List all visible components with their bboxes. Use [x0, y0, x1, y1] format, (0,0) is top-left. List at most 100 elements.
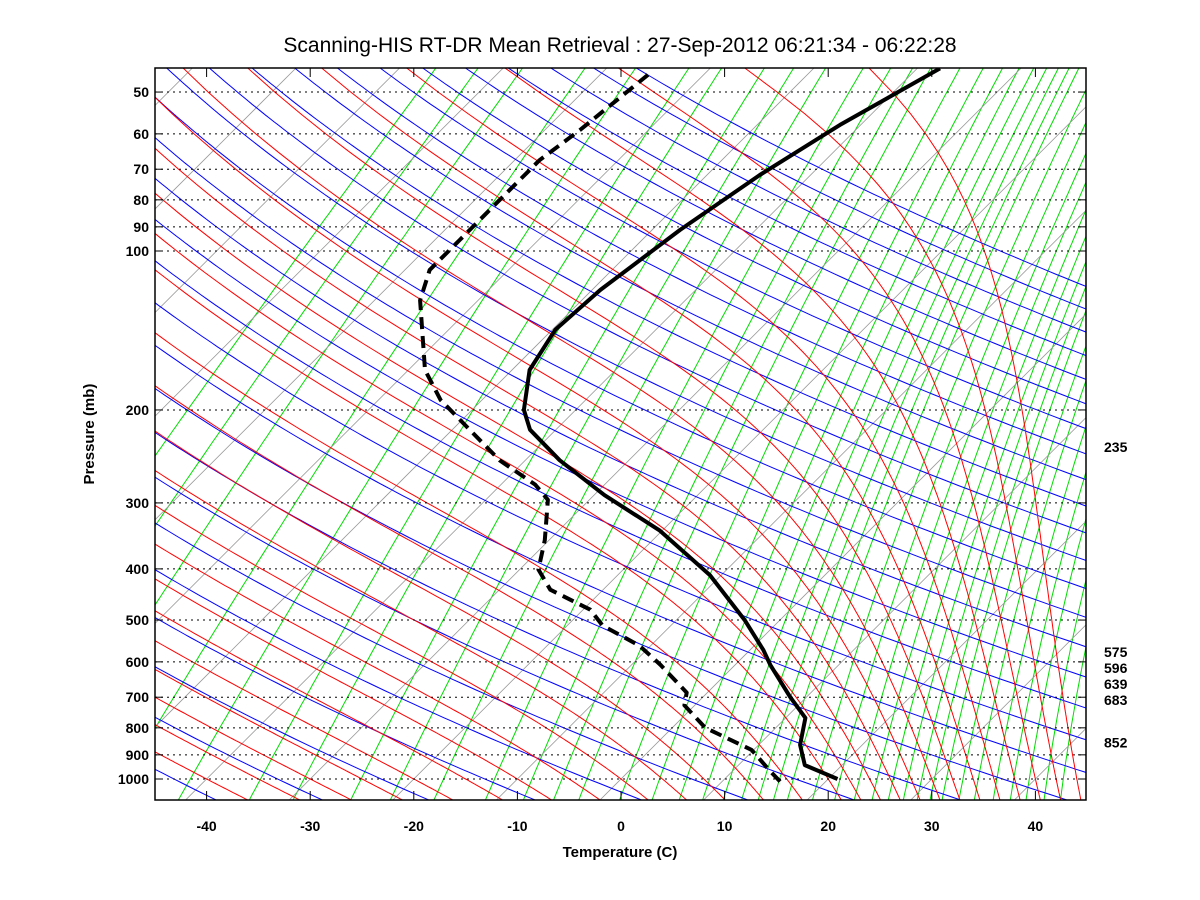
isotherm-line: [155, 68, 815, 728]
moist-adiabat-line: [155, 723, 301, 800]
dry-adiabat-line: [155, 136, 1086, 618]
isotherm-line: [392, 106, 1086, 800]
right-pressure-label: 235: [1104, 439, 1128, 455]
mixing-ratio-line: [887, 208, 1086, 800]
isotherm-line: [185, 68, 919, 800]
mixing-ratio-line: [155, 68, 524, 606]
mixing-ratio-line: [916, 260, 1086, 800]
moist-adiabat-line: [155, 96, 921, 800]
dry-adiabat-line: [507, 68, 1086, 357]
profile-series: [418, 68, 941, 783]
x-tick-label: 40: [1028, 818, 1044, 834]
x-tick-label: -40: [196, 818, 216, 834]
dry-adiabat-line: [155, 177, 1086, 648]
dry-adiabat-line: [464, 68, 1086, 380]
mixing-ratio-line: [1009, 470, 1086, 800]
y-axis-label: Pressure (mb): [81, 384, 98, 485]
mixing-ratio-line: [553, 68, 914, 800]
dry-adiabat-line: [421, 68, 1086, 405]
y-tick-label: 80: [133, 192, 149, 208]
dry-adiabat-line: [592, 68, 1086, 310]
dry-adiabat-line: [165, 68, 1086, 561]
dry-adiabat-line: [549, 68, 1086, 333]
mixing-ratio-line: [853, 152, 1086, 800]
moist-adiabat-line: [155, 578, 553, 800]
mixing-ratio-line: [248, 68, 690, 800]
dry-adiabat-line: [336, 68, 1086, 455]
y-tick-label: 70: [133, 161, 149, 177]
isotherm-line: [155, 68, 504, 417]
dry-adiabat-line: [155, 431, 963, 800]
isotherm-line: [288, 68, 1022, 800]
isotherm-line: [495, 209, 1086, 800]
mixing-ratio-line: [992, 424, 1086, 800]
moist-adiabat-line: [155, 668, 404, 800]
moist-adiabat-line: [155, 385, 765, 800]
mixing-ratio-line: [1025, 516, 1086, 800]
dry-adiabat-line: [635, 68, 1086, 287]
y-tick-label: 1000: [118, 771, 149, 787]
moist-adiabat-line: [155, 751, 249, 800]
isotherm-line: [155, 68, 401, 314]
mixing-ratio-line: [155, 68, 586, 730]
y-tick-label: 90: [133, 219, 149, 235]
isotherm-line: [910, 624, 1086, 800]
y-tick-label: 700: [126, 689, 150, 705]
mixing-ratio-line: [722, 68, 1035, 800]
dry-adiabat-line: [379, 68, 1086, 430]
chart-title: Scanning-HIS RT-DR Mean Retrieval : 27-S…: [283, 34, 956, 57]
moist-adiabat-line: [868, 68, 1082, 800]
mixing-ratio-line: [958, 344, 1086, 800]
mixing-ratio-line: [871, 181, 1086, 800]
moist-adiabat-line: [155, 640, 454, 800]
dry-adiabat-line: [251, 68, 1086, 507]
moist-adiabat-line: [155, 192, 882, 800]
x-tick-label: 30: [924, 818, 940, 834]
moist-adiabat-line: [155, 504, 649, 800]
mixing-ratio-line: [902, 234, 1086, 800]
x-tick-label: 10: [717, 818, 733, 834]
y-tick-label: 200: [126, 402, 150, 418]
moist-adiabat-line: [744, 68, 1062, 800]
mixing-ratio-line: [177, 68, 637, 800]
dry-adiabat-line: [155, 260, 1086, 709]
right-pressure-label: 575: [1104, 644, 1128, 660]
mixing-ratio-line: [812, 88, 1086, 800]
mixing-ratio-line: [155, 68, 437, 457]
temperature-profile-line: [521, 68, 941, 781]
dewpoint-profile-line: [418, 70, 782, 783]
mixing-ratio-line: [678, 68, 1004, 800]
mixing-ratio-line: [292, 68, 723, 800]
mixing-ratio-line: [786, 68, 1080, 800]
mixing-ratio-line: [350, 68, 765, 800]
moist-adiabat-line: [504, 68, 1021, 800]
mixing-ratio-line: [651, 68, 984, 800]
y-tick-label: 900: [126, 747, 150, 763]
isotherm-line: [703, 417, 1086, 800]
isotherm-line: [155, 68, 608, 521]
mixing-ratio-line: [1043, 577, 1086, 800]
y-tick-label: 60: [133, 126, 149, 142]
dry-adiabat-line: [155, 302, 1086, 741]
moist-adiabat-line: [155, 232, 862, 800]
dry-adiabat-line: [155, 569, 643, 800]
isotherm-line: [155, 68, 297, 210]
moist-adiabat-line: [618, 68, 1041, 800]
right-pressure-label: 596: [1104, 660, 1128, 676]
mixing-ratio-line: [433, 68, 827, 800]
moist-adiabat-line: [247, 68, 961, 800]
y-tick-label: 100: [126, 243, 150, 259]
moist-adiabat-line: [155, 696, 353, 800]
moist-adiabat-line: [155, 269, 842, 800]
dry-adiabat-line: [208, 68, 1086, 534]
x-axis-label: Temperature (C): [563, 844, 678, 861]
y-tick-label: 50: [133, 84, 149, 100]
x-tick-label: -10: [507, 818, 527, 834]
right-pressure-label: 852: [1104, 734, 1128, 750]
x-tick-label: -20: [404, 818, 424, 834]
dry-adiabat-line: [293, 68, 1086, 481]
dry-adiabat-line: [155, 96, 1086, 590]
mixing-ratio-line: [578, 68, 932, 800]
mixing-ratio-line: [772, 68, 1070, 800]
moist-adiabat-line: [406, 68, 1001, 800]
